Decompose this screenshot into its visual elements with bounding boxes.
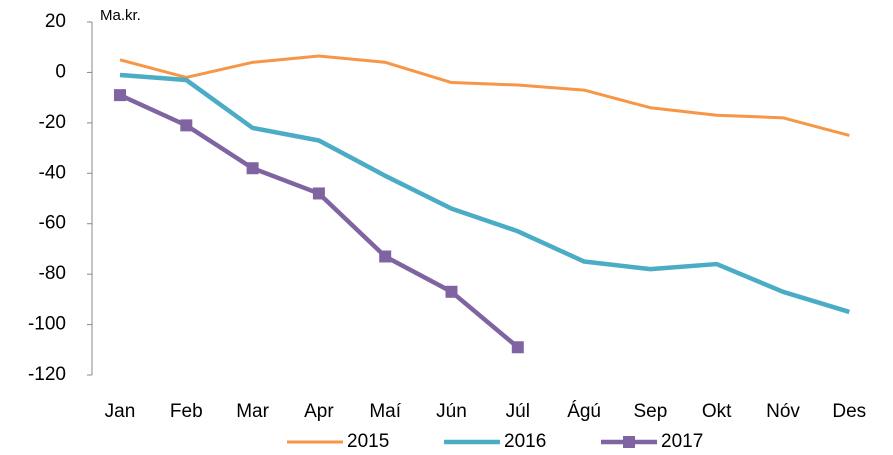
marker bbox=[312, 187, 325, 200]
marker bbox=[379, 250, 392, 263]
series-line bbox=[119, 93, 520, 349]
marker bbox=[445, 285, 458, 298]
x-tick-label: Jan bbox=[105, 401, 136, 422]
marker bbox=[246, 162, 259, 175]
y-tick-label: -120 bbox=[28, 364, 66, 385]
x-tick-label: Apr bbox=[304, 401, 334, 422]
legend-label: 2015 bbox=[347, 431, 389, 452]
y-axis-label: Ma.kr. bbox=[100, 7, 141, 24]
x-tick-label: Mar bbox=[236, 401, 269, 422]
marker bbox=[180, 119, 193, 132]
x-tick-label: Nóv bbox=[766, 401, 800, 422]
x-tick-label: Des bbox=[832, 401, 866, 422]
y-tick-label: 0 bbox=[55, 61, 66, 82]
x-tick-label: Maí bbox=[369, 401, 401, 422]
marker bbox=[511, 341, 524, 354]
series-line bbox=[119, 54, 850, 137]
x-tick-label: Júl bbox=[506, 401, 530, 422]
legend-marker bbox=[623, 436, 635, 448]
x-tick-label: Feb bbox=[170, 401, 203, 422]
legend-label: 2016 bbox=[504, 431, 546, 452]
y-tick-label: -40 bbox=[39, 162, 66, 183]
y-tick-label: -80 bbox=[39, 263, 66, 284]
marker bbox=[114, 89, 126, 102]
x-tick-label: Sep bbox=[633, 401, 667, 422]
y-tick-label: -100 bbox=[28, 314, 66, 335]
x-tick-label: Okt bbox=[702, 401, 732, 422]
y-tick-label: -20 bbox=[39, 112, 66, 133]
y-tick-label: 20 bbox=[45, 11, 66, 32]
x-tick-label: Ágú bbox=[567, 401, 601, 422]
series-line bbox=[119, 72, 850, 315]
legend-label: 2017 bbox=[661, 431, 703, 452]
x-tick-label: Jún bbox=[436, 401, 467, 422]
y-tick-label: -60 bbox=[39, 213, 66, 234]
